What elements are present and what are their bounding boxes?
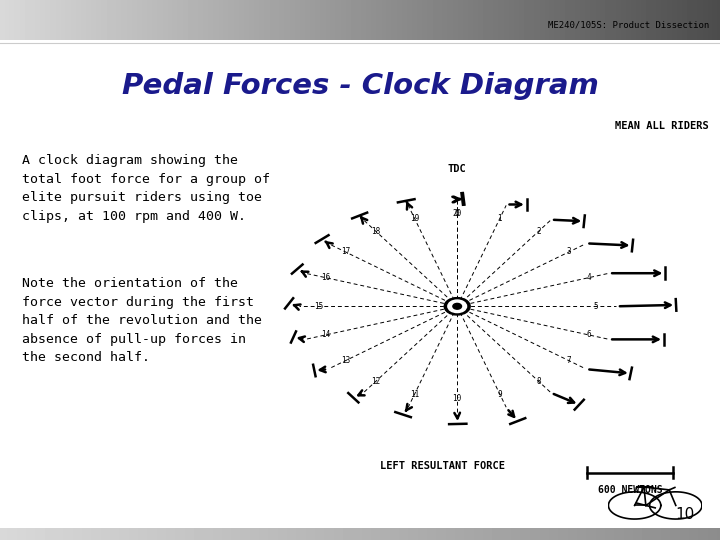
Text: 20: 20	[453, 209, 462, 218]
Text: 9: 9	[498, 390, 503, 399]
Text: A clock diagram showing the
total foot force for a group of
elite pursuit riders: A clock diagram showing the total foot f…	[22, 154, 269, 223]
Text: 6: 6	[586, 330, 591, 340]
Text: 3: 3	[567, 247, 572, 256]
Text: 8: 8	[536, 377, 541, 386]
Text: 19: 19	[410, 214, 419, 222]
Text: Pedal Forces - Clock Diagram: Pedal Forces - Clock Diagram	[122, 72, 598, 100]
Text: LEFT RESULTANT FORCE: LEFT RESULTANT FORCE	[380, 461, 505, 470]
Circle shape	[444, 298, 470, 315]
Text: 10: 10	[675, 508, 695, 522]
Text: 15: 15	[315, 302, 323, 311]
Circle shape	[453, 303, 462, 309]
Text: Note the orientation of the
force vector during the first
half of the revolution: Note the orientation of the force vector…	[22, 278, 261, 364]
Text: 2: 2	[536, 227, 541, 236]
Text: 1: 1	[498, 214, 503, 222]
Text: 17: 17	[341, 247, 350, 256]
Text: 5: 5	[593, 302, 598, 311]
Text: 0: 0	[455, 209, 459, 218]
Text: 13: 13	[341, 356, 350, 365]
Text: 12: 12	[372, 377, 381, 386]
Circle shape	[448, 300, 467, 313]
Text: 18: 18	[372, 227, 381, 236]
Text: 16: 16	[321, 273, 330, 282]
Text: 14: 14	[321, 330, 330, 340]
Text: 7: 7	[567, 356, 572, 365]
Text: 4: 4	[586, 273, 591, 282]
Text: TDC: TDC	[448, 164, 467, 174]
Text: ME240/105S: Product Dissection: ME240/105S: Product Dissection	[548, 21, 709, 30]
Text: 11: 11	[410, 390, 419, 399]
Text: 10: 10	[453, 394, 462, 403]
Text: MEAN ALL RIDERS: MEAN ALL RIDERS	[616, 120, 709, 131]
Text: 600 NEWTONS: 600 NEWTONS	[598, 485, 662, 495]
